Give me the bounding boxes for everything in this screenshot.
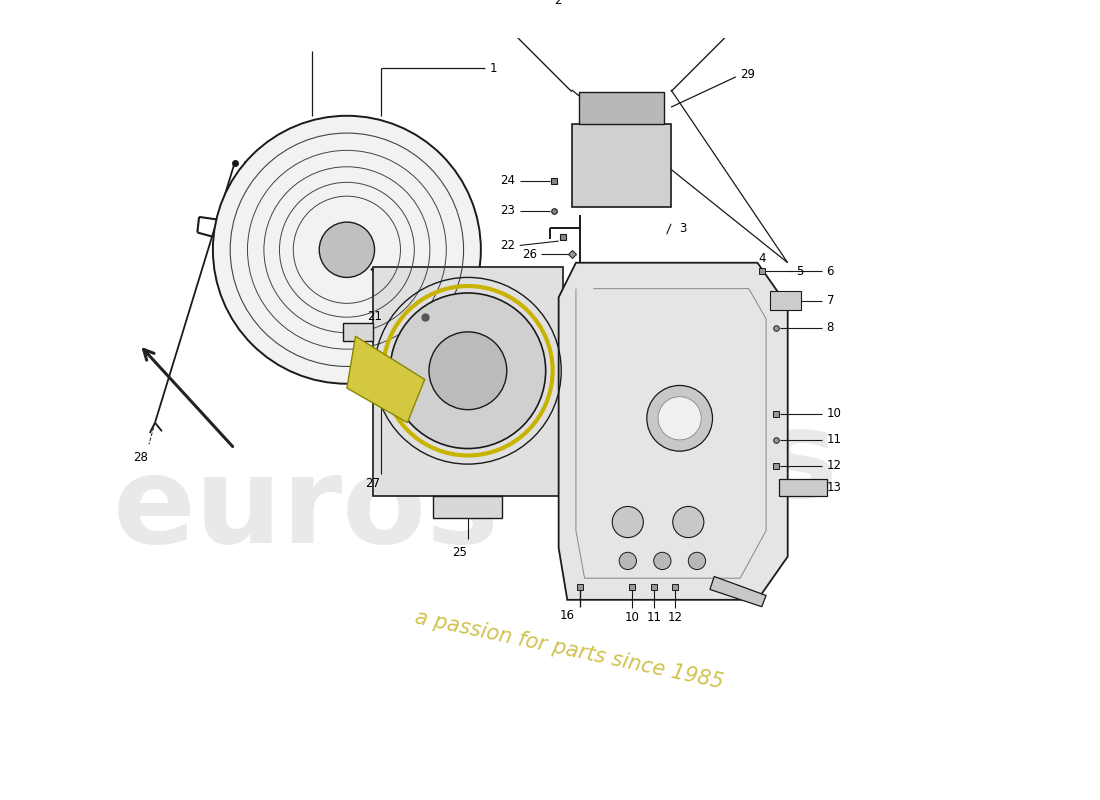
Text: 4: 4 [758, 252, 766, 265]
Text: 10: 10 [826, 407, 842, 421]
Circle shape [619, 552, 637, 570]
Text: euros: euros [112, 451, 499, 568]
Circle shape [319, 222, 374, 278]
Bar [572, 125, 671, 206]
Circle shape [390, 293, 546, 449]
Text: 29: 29 [740, 68, 756, 81]
Bar [770, 291, 801, 310]
Circle shape [213, 116, 481, 384]
Text: 13: 13 [826, 481, 842, 494]
Text: 5: 5 [796, 265, 804, 278]
Text: 1: 1 [490, 62, 497, 74]
Text: 22: 22 [500, 239, 516, 252]
Text: a passion for parts since 1985: a passion for parts since 1985 [412, 608, 725, 693]
Text: 6: 6 [826, 265, 834, 278]
Text: 27: 27 [365, 477, 381, 490]
Bar [579, 91, 664, 125]
Text: 21: 21 [367, 310, 383, 323]
Circle shape [689, 552, 705, 570]
Text: 7: 7 [826, 294, 834, 307]
Text: 3: 3 [680, 222, 688, 234]
Text: 26: 26 [522, 247, 537, 261]
Text: 10: 10 [625, 610, 639, 623]
Text: 23: 23 [500, 204, 516, 218]
Polygon shape [710, 577, 766, 606]
Circle shape [429, 332, 507, 410]
Circle shape [613, 506, 644, 538]
Circle shape [647, 386, 713, 451]
Circle shape [658, 397, 702, 440]
Circle shape [653, 552, 671, 570]
Bar [779, 479, 826, 496]
Text: 25: 25 [452, 546, 466, 558]
Text: 24: 24 [500, 174, 516, 187]
Text: es: es [683, 406, 838, 522]
Text: 2: 2 [554, 0, 562, 7]
Bar [373, 267, 563, 496]
Text: 8: 8 [826, 321, 834, 334]
Polygon shape [559, 262, 788, 600]
Text: 12: 12 [826, 459, 842, 472]
Circle shape [673, 506, 704, 538]
Text: 28: 28 [133, 450, 148, 464]
Polygon shape [342, 323, 373, 341]
Text: 11: 11 [646, 610, 661, 623]
Text: 12: 12 [668, 610, 683, 623]
Polygon shape [346, 336, 425, 422]
Bar [244, 161, 314, 265]
Text: 16: 16 [560, 609, 575, 622]
Polygon shape [433, 496, 503, 518]
Text: 11: 11 [826, 434, 842, 446]
